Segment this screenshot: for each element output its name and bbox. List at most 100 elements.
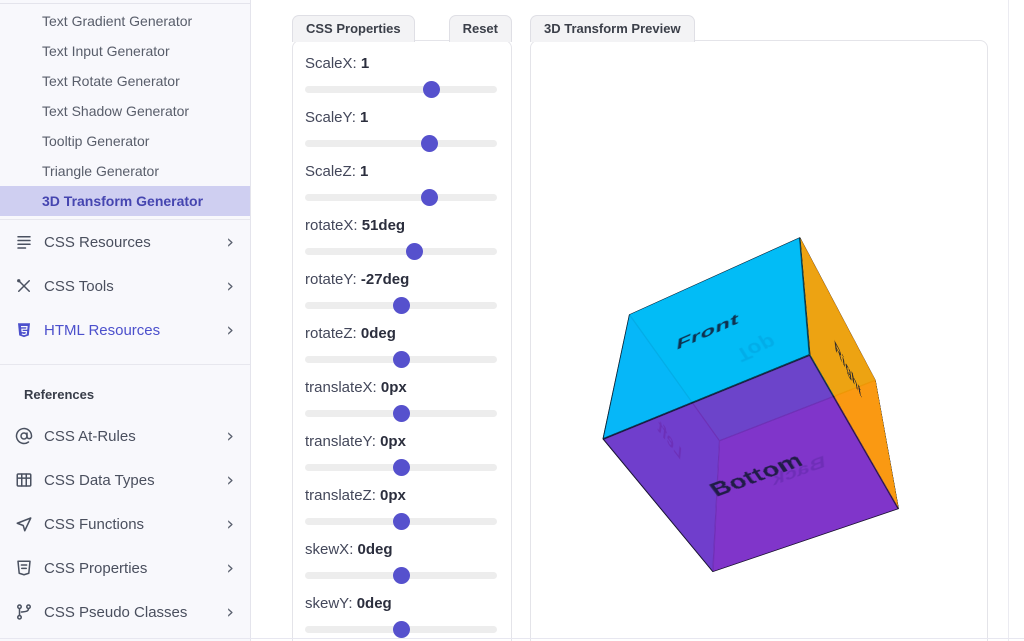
slider-track[interactable] [305,86,497,93]
slider-group-scalez: ScaleZ: 1 [305,161,497,206]
slider-scalex [305,81,497,98]
sidebar-item-css-at-rules[interactable]: CSS At-Rules › [0,414,250,458]
sidebar-item-html-resources[interactable]: HTML Resources › [0,308,250,352]
slider-value: 0px [380,433,406,450]
slider-thumb[interactable] [421,135,439,152]
slider-thumb[interactable] [392,513,410,530]
slider-list: ScaleX: 1 ScaleY: 1 ScaleZ: 1 rotateX: 51de… [293,41,511,638]
cube-scene: FrontBackRightLeftTopBottom [602,237,899,573]
cube-face-label: Right [833,336,863,403]
sidebar-item-triangle-generator[interactable]: Triangle Generator [42,163,159,179]
slider-thumb[interactable] [392,351,410,368]
reset-button[interactable]: Reset [448,15,512,42]
slider-label: translateZ: 0px [305,487,406,504]
sidebar-item-label: CSS Properties [44,559,148,577]
reference-list: CSS At-Rules › CSS Data Types › CSS Function… [0,414,250,634]
slider-label: rotateZ: 0deg [305,325,396,342]
slider-value: 1 [360,55,370,72]
slider-property-name: rotateY [305,271,353,288]
slider-group-translatey: translateY: 0px [305,431,497,476]
slider-value: 0px [380,487,406,504]
slider-thumb[interactable] [392,297,410,314]
sidebar-item-css-functions[interactable]: CSS Functions › [0,502,250,546]
slider-thumb[interactable] [423,81,441,98]
slider-label: ScaleY: 1 [305,109,369,126]
slider-label: translateY: 0px [305,433,406,450]
slider-property-name: ScaleY [305,109,352,126]
slider-group-scalex: ScaleX: 1 [305,53,497,98]
slider-label: ScaleZ: 1 [305,163,369,180]
slider-property-name: ScaleX [305,55,353,72]
slider-track[interactable] [305,140,497,147]
slider-property-name: translateX [305,379,373,396]
sidebar-item-text-gradient-generator[interactable]: Text Gradient Generator [42,13,193,29]
slider-value: 0deg [356,595,392,612]
slider-value: 1 [360,109,369,126]
slider-translatex [305,405,497,422]
slider-group-rotatey: rotateY: -27deg [305,269,497,314]
slider-translatey [305,459,497,476]
slider-group-rotatez: rotateZ: 0deg [305,323,497,368]
sidebar-item-css-properties[interactable]: CSS Properties › [0,546,250,590]
chevron-right-icon: › [226,468,234,491]
chevron-right-icon: › [226,230,234,253]
sidebar-top-divider [0,3,250,4]
sidebar-item-css-resources[interactable]: CSS Resources › [0,220,250,264]
slider-group-skewy: skewY: 0deg [305,593,497,638]
slider-thumb[interactable] [421,189,439,206]
sidebar-item-text-input-generator[interactable]: Text Input Generator [42,43,170,59]
slider-thumb[interactable] [392,405,410,422]
preview-tab: 3D Transform Preview [530,15,695,42]
slider-scalez [305,189,497,206]
sidebar-item-label: CSS Data Types [44,471,155,489]
slider-track[interactable] [305,194,497,201]
sidebar-item-text-rotate-generator[interactable]: Text Rotate Generator [42,73,180,89]
slider-property-name: rotateX [305,217,354,234]
at-sign-icon [14,426,34,446]
generator-link-list: Text Gradient Generator Text Input Genera… [0,4,250,216]
slider-rotatex [305,243,497,260]
slider-property-name: ScaleZ [305,163,352,180]
references-heading: References [24,387,95,402]
slider-thumb[interactable] [405,243,423,260]
page-scrollbar[interactable] [1008,0,1009,641]
slider-thumb[interactable] [392,621,410,638]
slider-thumb[interactable] [392,459,410,476]
slider-label: skewY: 0deg [305,595,392,612]
3d-cube: FrontBackRightLeftTopBottom [602,237,899,573]
sidebar-item-css-pseudo-classes[interactable]: CSS Pseudo Classes › [0,590,250,634]
sidebar-item-label: CSS Pseudo Classes [44,603,188,621]
sidebar-item-label: HTML Resources [44,321,161,339]
slider-translatez [305,513,497,530]
sidebar-item-css-tools[interactable]: CSS Tools › [0,264,250,308]
sidebar-item-text-shadow-generator[interactable]: Text Shadow Generator [42,103,190,119]
chevron-right-icon: › [226,274,234,297]
slider-value: 51deg [361,217,406,234]
slider-rotatez [305,351,497,368]
divider [0,364,250,365]
sidebar-item-label: CSS At-Rules [44,427,136,445]
branch-icon [14,602,34,622]
slider-label: rotateX: 51deg [305,217,406,234]
function-arrow-icon [14,514,34,534]
slider-group-rotatex: rotateX: 51deg [305,215,497,260]
slider-property-name: skewY [305,595,349,612]
list-lines-icon [14,232,34,252]
chevron-right-icon: › [226,556,234,579]
cube-face-label: Front [676,310,739,354]
html5-shield-icon [14,320,34,340]
slider-property-name: translateY [305,433,372,450]
sidebar-item-3d-transform-generator[interactable]: 3D Transform Generator [0,186,250,216]
slider-thumb[interactable] [392,567,410,584]
slider-value: 0deg [360,325,396,342]
chevron-right-icon: › [226,318,234,341]
slider-label: translateX: 0px [305,379,407,396]
slider-rotatey [305,297,497,314]
slider-skewx [305,567,497,584]
sidebar-item-label: CSS Functions [44,515,145,533]
css-properties-tab: CSS Properties [292,15,415,42]
slider-track[interactable] [305,248,497,255]
sidebar-item-tooltip-generator[interactable]: Tooltip Generator [42,133,150,149]
sidebar-item-css-data-types[interactable]: CSS Data Types › [0,458,250,502]
